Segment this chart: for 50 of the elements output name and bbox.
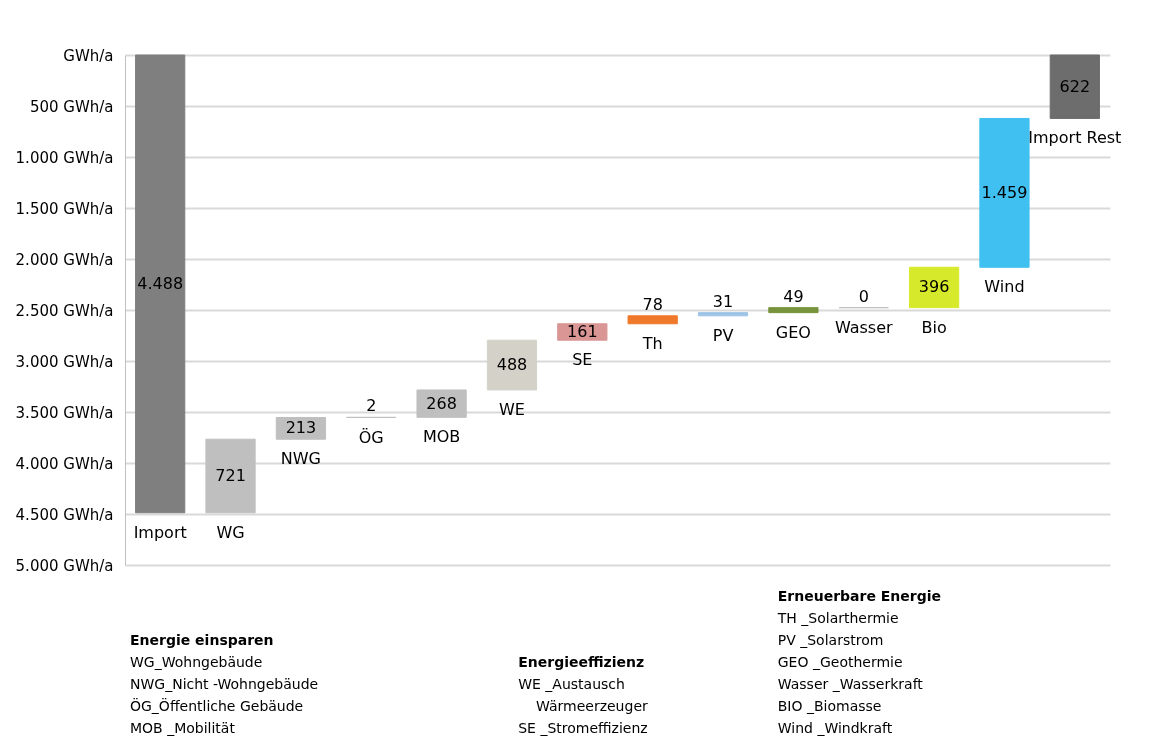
x-tick-label: Th (641, 333, 663, 353)
x-tick-label: Wind (984, 277, 1025, 297)
bar (697, 312, 749, 317)
y-tick-label: 4.000 GWh/a (15, 454, 114, 473)
x-tick-label: ÖG (358, 427, 384, 447)
data-label: 161 (567, 321, 598, 341)
y-tick-label: 5.000 GWh/a (15, 556, 114, 575)
bar (1049, 54, 1100, 119)
data-label: 268 (426, 393, 457, 413)
y-tick-label: GWh/a (63, 46, 114, 65)
data-label: 622 (1059, 76, 1091, 96)
data-label: 78 (642, 294, 663, 314)
text: Energieeffizienz WE _Austausch Wärmeerzeuger SE _Stromeffizienz (518, 653, 648, 738)
data-label: 1.459 (981, 182, 1028, 202)
x-tick-label: Import Rest (1028, 128, 1122, 148)
bar (768, 307, 819, 314)
y-tick-label: 1.000 GWh/a (15, 148, 114, 167)
x-tick-label: MOB (422, 427, 461, 447)
data-label: 31 (712, 291, 734, 311)
data-label: 4.488 (137, 273, 184, 293)
x-tick-label: WE (499, 399, 525, 419)
x-tick-label: SE (572, 350, 593, 370)
x-tick-label: PV (712, 325, 734, 345)
bar (979, 117, 1030, 268)
y-tick-label: 2.500 GWh/a (15, 301, 114, 320)
text: Erneuerbare Energie TH _Solarthermie PV _Solarstrom GEO _Geothermie Wasser _Wasserkraft BIO _Biomasse Wind _Windkraft (777, 587, 942, 738)
x-tick-label: Wasser (834, 317, 894, 337)
y-tick-label: 2.000 GWh/a (15, 250, 114, 269)
bar (627, 315, 678, 325)
data-label: 0 (858, 286, 869, 306)
bar (486, 339, 538, 391)
x-tick-label: Bio (921, 317, 947, 337)
y-tick-label: 500 GWh/a (29, 97, 114, 116)
x-tick-label: GEO (775, 322, 811, 342)
data-label: 49 (783, 286, 804, 306)
data-label: 721 (215, 466, 246, 486)
x-tick-label: WG (216, 522, 245, 542)
data-label: 2 (366, 396, 377, 416)
y-tick-label: 3.500 GWh/a (15, 403, 114, 422)
data-label: 488 (496, 355, 528, 375)
y-tick-label: 1.500 GWh/a (15, 199, 114, 218)
data-label: 213 (285, 418, 317, 438)
data-label: 396 (918, 277, 950, 297)
y-tick-label: 3.000 GWh/a (15, 352, 114, 371)
bar (135, 54, 186, 514)
text: Energie einsparen WG_Wohngebäude NWG_Nicht -Wohngebäude ÖG_Öffentliche Gebäude MOB _Mobilität (130, 631, 319, 738)
x-tick-label: NWG (280, 449, 321, 469)
x-tick-label: Import (133, 522, 187, 542)
y-tick-label: 4.500 GWh/a (15, 505, 114, 524)
bar (205, 438, 256, 514)
